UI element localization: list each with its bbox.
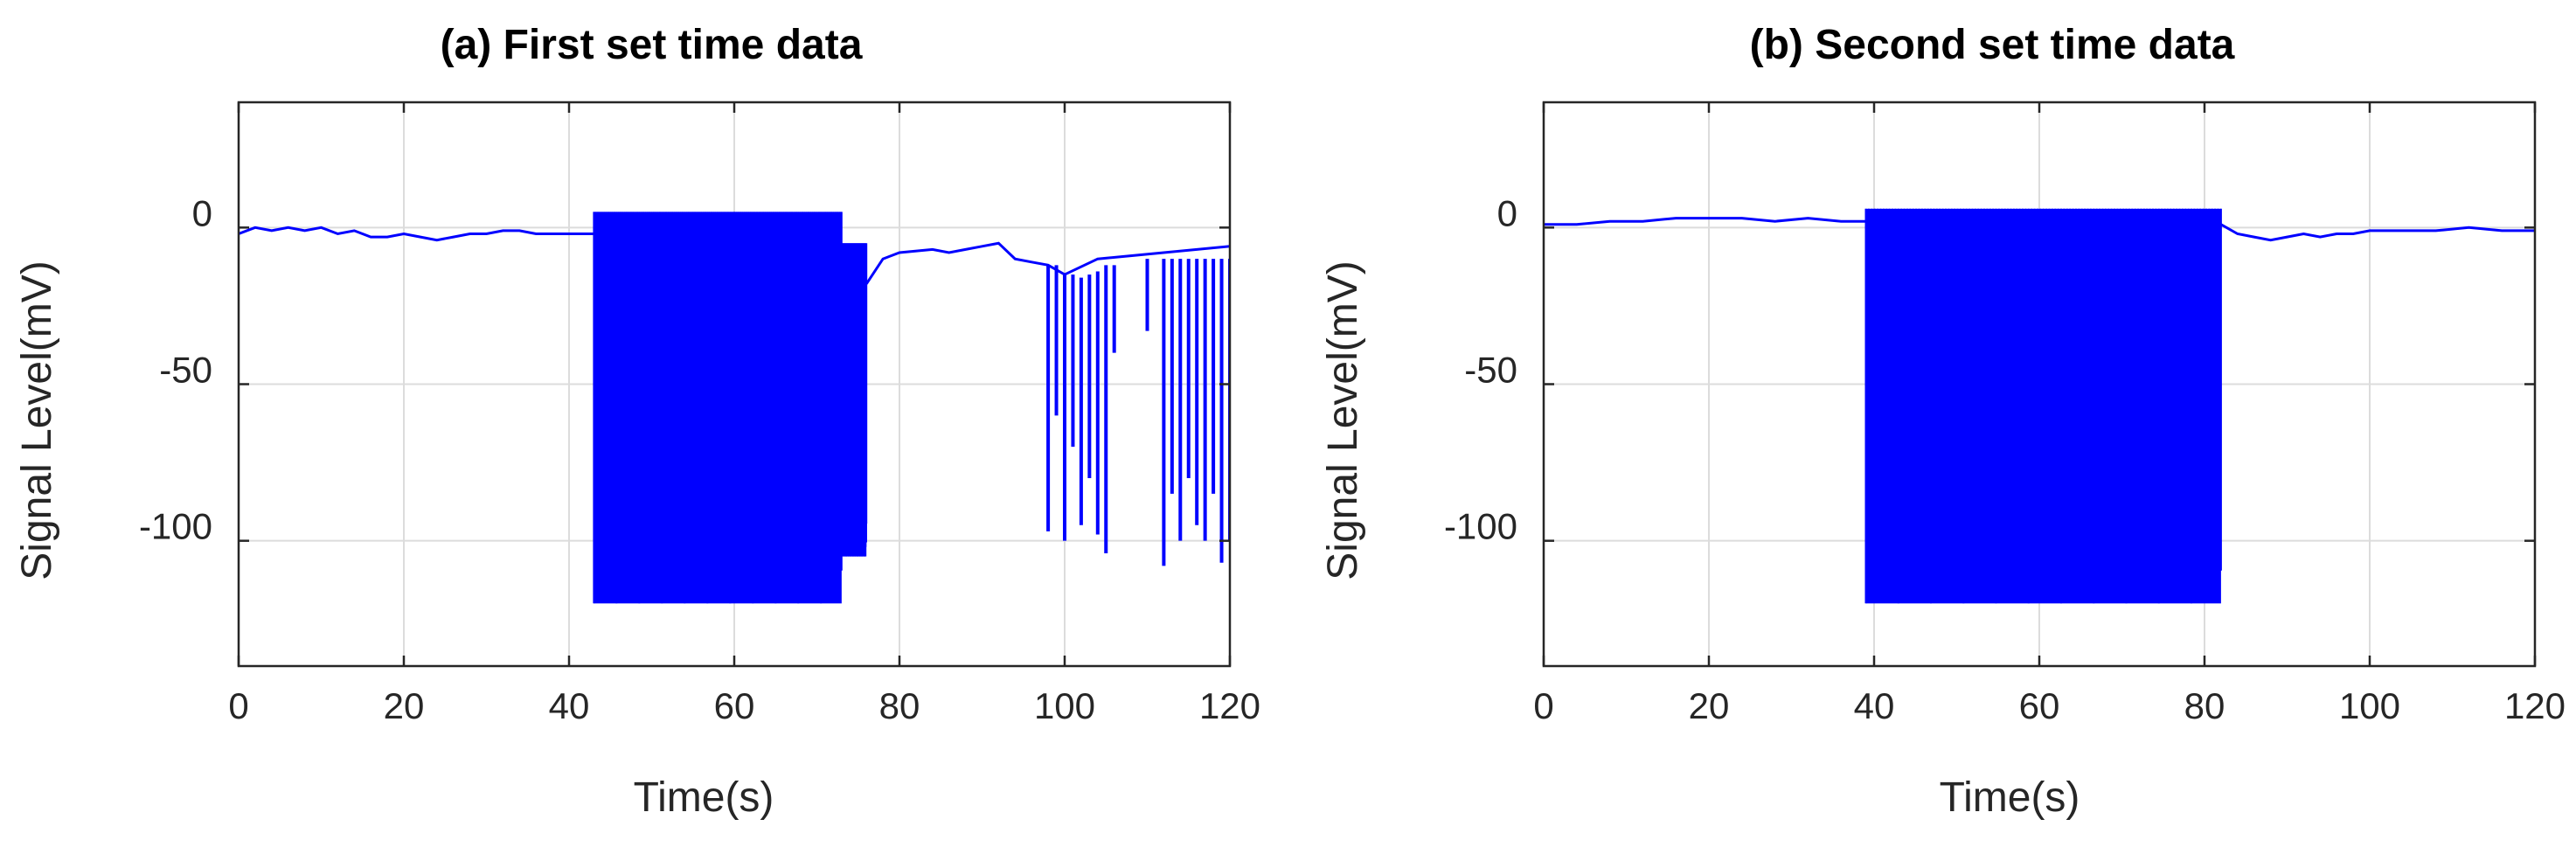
chart-a-xtick-label: 20: [384, 685, 425, 726]
chart-a-xtick-label: 60: [714, 685, 755, 726]
chart-a-xtick-label: 80: [879, 685, 920, 726]
chart-a-burst-strokes: [593, 212, 843, 604]
chart-b-ytick-label: 0: [1497, 192, 1517, 233]
chart-b-burst-strokes: [1864, 208, 2222, 604]
chart-b-xtick-label: 60: [2019, 685, 2060, 726]
chart-b-xtick-label: 120: [2504, 685, 2566, 726]
chart-a-series-group: [239, 212, 1230, 604]
chart-b-xtick-label: 80: [2184, 685, 2225, 726]
chart-a-series-line-pre: [239, 226, 594, 242]
chart-b-xtick-label: 20: [1689, 685, 1730, 726]
chart-a-ytick-label: -100: [139, 506, 212, 547]
chart-b-series-line-post: [2220, 223, 2535, 242]
chart-a-svg: (a) First set time data Time(s) Signal L…: [14, 22, 1260, 821]
chart-b-svg: (b) Second set time data Time(s) Signal …: [1320, 22, 2566, 821]
chart-a-xtick-label: 120: [1199, 685, 1260, 726]
chart-a-ylabel: Signal Level(mV): [14, 260, 60, 580]
chart-b-xtick-label: 100: [2339, 685, 2400, 726]
chart-a-title: (a) First set time data: [441, 22, 863, 68]
chart-b-ylabel: Signal Level(mV): [1320, 260, 1366, 580]
chart-a-burst-strokes: [840, 243, 868, 557]
chart-a-xtick-label: 100: [1034, 685, 1095, 726]
chart-b-xtick-label: 40: [1854, 685, 1895, 726]
chart-b-xlabel: Time(s): [1940, 774, 2080, 821]
chart-b-series-group: [1544, 208, 2535, 604]
chart-b-title: (b) Second set time data: [1750, 22, 2235, 68]
chart-a-ytick-label: -50: [159, 350, 212, 391]
chart-a-xlabel: Time(s): [634, 774, 774, 821]
chart-panel-a: (a) First set time data Time(s) Signal L…: [14, 22, 1260, 821]
chart-b-series-line-pre: [1544, 217, 1866, 226]
chart-a-xtick-label: 0: [228, 685, 248, 726]
chart-a-series-line-post: [864, 241, 1230, 285]
chart-a-xtick-label: 40: [549, 685, 590, 726]
chart-b-xtick-label: 0: [1533, 685, 1553, 726]
chart-panel-b: (b) Second set time data Time(s) Signal …: [1288, 0, 2576, 847]
chart-b-ytick-label: -100: [1444, 506, 1517, 547]
chart-b-ytick-label: -50: [1464, 350, 1517, 391]
chart-a-ytick-label: 0: [192, 192, 212, 233]
